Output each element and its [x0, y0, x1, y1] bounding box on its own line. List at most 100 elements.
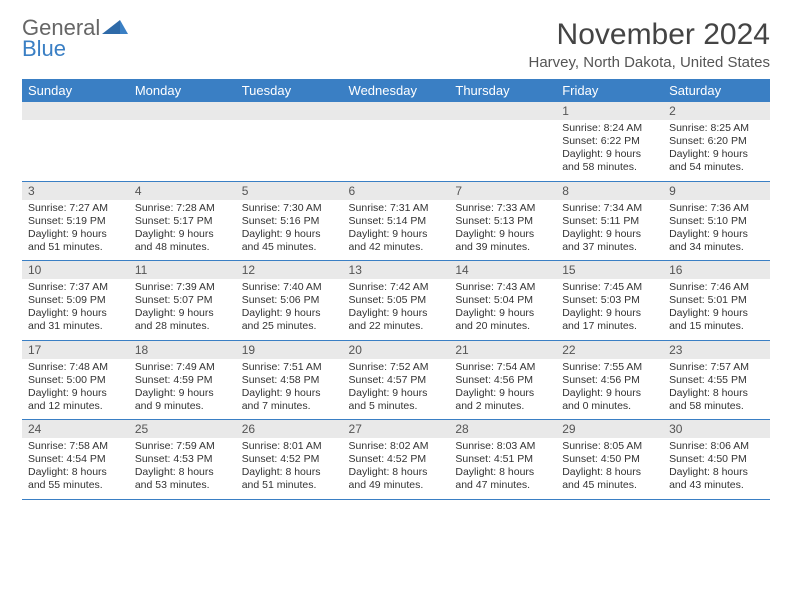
calendar-day: 8Sunrise: 7:34 AMSunset: 5:11 PMDaylight… — [556, 181, 663, 261]
daylight-text: Daylight: 9 hours and 5 minutes. — [349, 387, 444, 413]
calendar-day: 4Sunrise: 7:28 AMSunset: 5:17 PMDaylight… — [129, 181, 236, 261]
day-body: Sunrise: 7:37 AMSunset: 5:09 PMDaylight:… — [22, 279, 129, 340]
day-header: Friday — [556, 79, 663, 102]
daylight-text: Daylight: 9 hours and 17 minutes. — [562, 307, 657, 333]
daylight-text: Daylight: 8 hours and 58 minutes. — [669, 387, 764, 413]
daylight-text: Daylight: 8 hours and 43 minutes. — [669, 466, 764, 492]
daylight-text: Daylight: 9 hours and 39 minutes. — [455, 228, 550, 254]
day-header: Wednesday — [343, 79, 450, 102]
sunset-text: Sunset: 5:13 PM — [455, 215, 550, 228]
calendar-day: 29Sunrise: 8:05 AMSunset: 4:50 PMDayligh… — [556, 420, 663, 500]
calendar-day: 16Sunrise: 7:46 AMSunset: 5:01 PMDayligh… — [663, 261, 770, 341]
daylight-text: Daylight: 9 hours and 37 minutes. — [562, 228, 657, 254]
header: General Blue November 2024 Harvey, North… — [22, 18, 770, 71]
day-number — [22, 102, 129, 120]
sunset-text: Sunset: 4:50 PM — [669, 453, 764, 466]
logo: General Blue — [22, 18, 128, 60]
calendar-day: 1Sunrise: 8:24 AMSunset: 6:22 PMDaylight… — [556, 102, 663, 181]
day-number: 23 — [663, 341, 770, 359]
day-body: Sunrise: 7:27 AMSunset: 5:19 PMDaylight:… — [22, 200, 129, 261]
sunset-text: Sunset: 4:53 PM — [135, 453, 230, 466]
day-header: Saturday — [663, 79, 770, 102]
sunrise-text: Sunrise: 7:57 AM — [669, 361, 764, 374]
sunrise-text: Sunrise: 7:28 AM — [135, 202, 230, 215]
sunrise-text: Sunrise: 7:45 AM — [562, 281, 657, 294]
day-number: 6 — [343, 182, 450, 200]
day-body: Sunrise: 7:55 AMSunset: 4:56 PMDaylight:… — [556, 359, 663, 420]
sunset-text: Sunset: 5:11 PM — [562, 215, 657, 228]
calendar-week: 17Sunrise: 7:48 AMSunset: 5:00 PMDayligh… — [22, 340, 770, 420]
day-number: 16 — [663, 261, 770, 279]
day-body — [236, 120, 343, 175]
calendar-day: 6Sunrise: 7:31 AMSunset: 5:14 PMDaylight… — [343, 181, 450, 261]
day-body: Sunrise: 7:30 AMSunset: 5:16 PMDaylight:… — [236, 200, 343, 261]
logo-icon — [102, 20, 128, 38]
calendar-day: 24Sunrise: 7:58 AMSunset: 4:54 PMDayligh… — [22, 420, 129, 500]
sunset-text: Sunset: 5:06 PM — [242, 294, 337, 307]
daylight-text: Daylight: 9 hours and 9 minutes. — [135, 387, 230, 413]
sunrise-text: Sunrise: 7:39 AM — [135, 281, 230, 294]
calendar-day: 7Sunrise: 7:33 AMSunset: 5:13 PMDaylight… — [449, 181, 556, 261]
calendar-table: SundayMondayTuesdayWednesdayThursdayFrid… — [22, 79, 770, 500]
sunset-text: Sunset: 5:17 PM — [135, 215, 230, 228]
day-number: 7 — [449, 182, 556, 200]
calendar-day: 12Sunrise: 7:40 AMSunset: 5:06 PMDayligh… — [236, 261, 343, 341]
day-body: Sunrise: 8:03 AMSunset: 4:51 PMDaylight:… — [449, 438, 556, 499]
sunset-text: Sunset: 5:10 PM — [669, 215, 764, 228]
day-body — [129, 120, 236, 175]
sunrise-text: Sunrise: 7:31 AM — [349, 202, 444, 215]
day-body: Sunrise: 8:25 AMSunset: 6:20 PMDaylight:… — [663, 120, 770, 181]
daylight-text: Daylight: 9 hours and 45 minutes. — [242, 228, 337, 254]
calendar-body: 1Sunrise: 8:24 AMSunset: 6:22 PMDaylight… — [22, 102, 770, 499]
day-number: 5 — [236, 182, 343, 200]
day-number: 13 — [343, 261, 450, 279]
calendar-day: 3Sunrise: 7:27 AMSunset: 5:19 PMDaylight… — [22, 181, 129, 261]
day-body: Sunrise: 8:01 AMSunset: 4:52 PMDaylight:… — [236, 438, 343, 499]
calendar-week: 10Sunrise: 7:37 AMSunset: 5:09 PMDayligh… — [22, 261, 770, 341]
sunrise-text: Sunrise: 7:55 AM — [562, 361, 657, 374]
daylight-text: Daylight: 9 hours and 20 minutes. — [455, 307, 550, 333]
calendar-day: 11Sunrise: 7:39 AMSunset: 5:07 PMDayligh… — [129, 261, 236, 341]
daylight-text: Daylight: 8 hours and 47 minutes. — [455, 466, 550, 492]
daylight-text: Daylight: 9 hours and 58 minutes. — [562, 148, 657, 174]
sunset-text: Sunset: 4:58 PM — [242, 374, 337, 387]
day-body: Sunrise: 7:42 AMSunset: 5:05 PMDaylight:… — [343, 279, 450, 340]
day-number: 10 — [22, 261, 129, 279]
day-body: Sunrise: 7:46 AMSunset: 5:01 PMDaylight:… — [663, 279, 770, 340]
sunset-text: Sunset: 5:19 PM — [28, 215, 123, 228]
calendar-day — [236, 102, 343, 181]
daylight-text: Daylight: 9 hours and 15 minutes. — [669, 307, 764, 333]
sunrise-text: Sunrise: 7:40 AM — [242, 281, 337, 294]
sunrise-text: Sunrise: 7:36 AM — [669, 202, 764, 215]
day-number: 9 — [663, 182, 770, 200]
logo-line2: Blue — [22, 36, 66, 61]
sunset-text: Sunset: 5:00 PM — [28, 374, 123, 387]
sunrise-text: Sunrise: 7:27 AM — [28, 202, 123, 215]
calendar-day: 9Sunrise: 7:36 AMSunset: 5:10 PMDaylight… — [663, 181, 770, 261]
sunrise-text: Sunrise: 7:51 AM — [242, 361, 337, 374]
day-body: Sunrise: 7:28 AMSunset: 5:17 PMDaylight:… — [129, 200, 236, 261]
day-number: 2 — [663, 102, 770, 120]
sunrise-text: Sunrise: 8:06 AM — [669, 440, 764, 453]
calendar-day — [22, 102, 129, 181]
calendar-day: 5Sunrise: 7:30 AMSunset: 5:16 PMDaylight… — [236, 181, 343, 261]
daylight-text: Daylight: 9 hours and 28 minutes. — [135, 307, 230, 333]
day-body: Sunrise: 8:24 AMSunset: 6:22 PMDaylight:… — [556, 120, 663, 181]
sunrise-text: Sunrise: 7:42 AM — [349, 281, 444, 294]
calendar-head: SundayMondayTuesdayWednesdayThursdayFrid… — [22, 79, 770, 102]
location: Harvey, North Dakota, United States — [529, 54, 771, 71]
calendar-day: 15Sunrise: 7:45 AMSunset: 5:03 PMDayligh… — [556, 261, 663, 341]
logo-text: General Blue — [22, 18, 100, 60]
sunset-text: Sunset: 5:01 PM — [669, 294, 764, 307]
sunset-text: Sunset: 4:55 PM — [669, 374, 764, 387]
sunset-text: Sunset: 4:54 PM — [28, 453, 123, 466]
calendar-day: 17Sunrise: 7:48 AMSunset: 5:00 PMDayligh… — [22, 340, 129, 420]
sunset-text: Sunset: 5:07 PM — [135, 294, 230, 307]
day-body: Sunrise: 7:45 AMSunset: 5:03 PMDaylight:… — [556, 279, 663, 340]
daylight-text: Daylight: 9 hours and 51 minutes. — [28, 228, 123, 254]
day-number: 4 — [129, 182, 236, 200]
daylight-text: Daylight: 9 hours and 12 minutes. — [28, 387, 123, 413]
day-number: 1 — [556, 102, 663, 120]
sunrise-text: Sunrise: 7:37 AM — [28, 281, 123, 294]
daylight-text: Daylight: 9 hours and 48 minutes. — [135, 228, 230, 254]
